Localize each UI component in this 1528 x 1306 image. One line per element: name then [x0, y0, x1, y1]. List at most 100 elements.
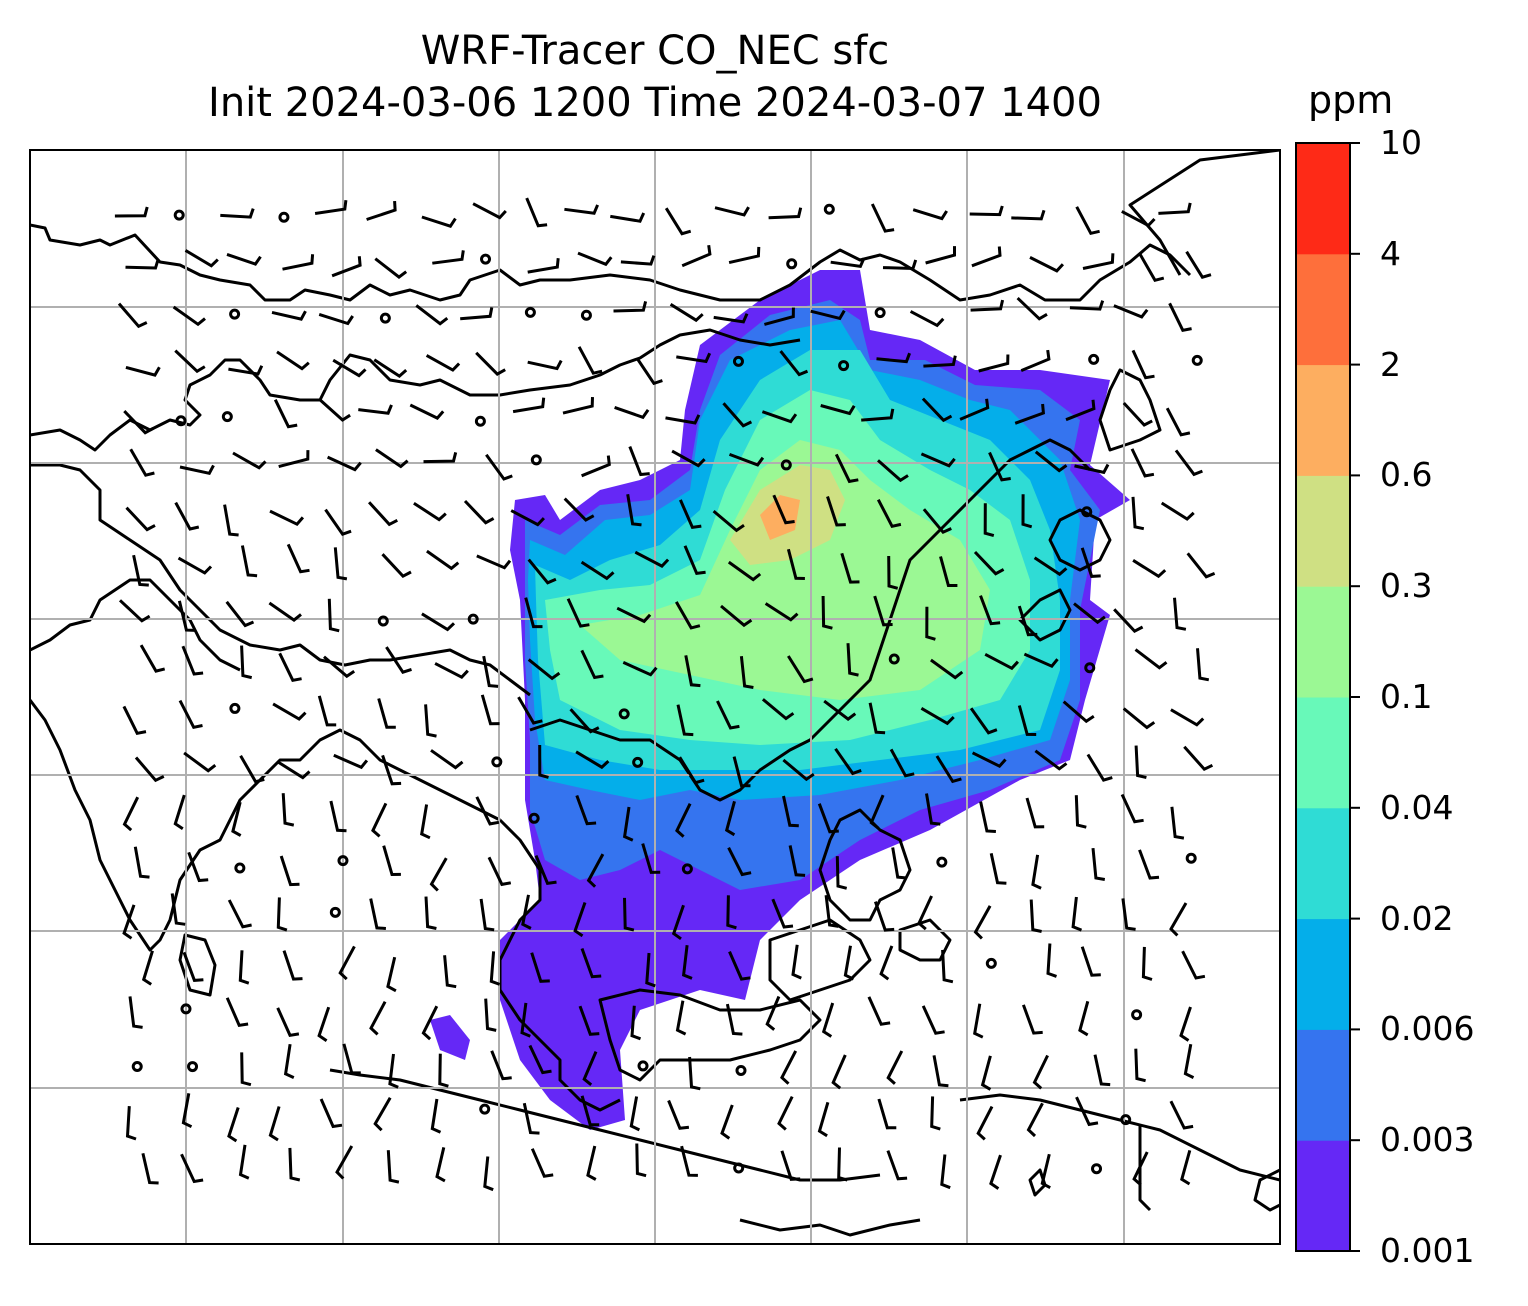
map-frame	[29, 149, 1281, 1245]
wind-barb	[920, 452, 956, 468]
wind-barb	[426, 549, 460, 571]
wind-barb	[273, 399, 298, 429]
map-plot-area	[30, 150, 1280, 1244]
wind-barb	[179, 464, 215, 476]
wind-barb	[720, 604, 753, 628]
wind-barb	[613, 301, 648, 313]
wind-barb	[1169, 1100, 1194, 1130]
wind-barb	[479, 898, 495, 932]
colorbar-tick-label: 0.02	[1380, 898, 1454, 938]
wind-barb	[716, 700, 740, 730]
wind-barb	[645, 952, 656, 988]
wind-barb	[1025, 797, 1045, 829]
wind-barb	[276, 897, 288, 932]
calm-wind-marker	[786, 258, 798, 270]
wind-barb	[510, 509, 545, 527]
wind-barb	[482, 655, 499, 688]
wind-barb	[517, 696, 543, 725]
calm-wind-marker	[1088, 353, 1100, 365]
calm-wind-marker	[234, 862, 246, 874]
wind-barb	[1186, 552, 1216, 579]
wind-barb	[475, 351, 506, 376]
wind-barb	[623, 897, 635, 932]
wind-barb	[573, 902, 587, 938]
wind-barb	[622, 661, 658, 677]
wind-barb	[671, 449, 706, 468]
wind-barb	[373, 1097, 392, 1132]
wind-barb	[483, 1156, 494, 1192]
wind-barb	[225, 600, 255, 628]
wind-barb	[630, 1005, 642, 1041]
wind-barb	[123, 410, 154, 435]
wind-barb	[388, 1053, 399, 1089]
wind-barb	[1078, 1000, 1090, 1037]
calm-wind-marker	[637, 1060, 649, 1072]
wind-barb	[835, 856, 848, 890]
wind-barb	[371, 802, 388, 838]
wind-barb	[1017, 605, 1038, 637]
wind-barb	[421, 215, 457, 228]
wind-barb	[722, 402, 753, 428]
wind-barb	[177, 600, 196, 632]
wind-barb	[939, 556, 958, 587]
wind-barb	[669, 303, 704, 323]
wind-barb	[830, 257, 866, 269]
wind-barb	[375, 448, 409, 469]
calm-wind-marker	[377, 615, 389, 627]
calm-wind-marker	[874, 307, 886, 319]
wind-barb	[971, 246, 1002, 268]
wind-barb	[369, 898, 386, 930]
wind-barb	[680, 1145, 698, 1177]
colorbar-tick-label: 10	[1380, 123, 1422, 162]
wind-barb	[1170, 708, 1205, 727]
wind-barb	[225, 997, 249, 1027]
wind-barb	[1180, 1149, 1192, 1186]
wind-barb	[641, 843, 661, 874]
wind-barb	[528, 1044, 552, 1075]
wind-barb	[724, 800, 736, 837]
wind-barb	[577, 346, 603, 375]
wind-barb	[562, 397, 594, 415]
colorbar-segment	[1296, 918, 1350, 1030]
wind-barb	[238, 1144, 250, 1180]
wind-barb	[476, 554, 512, 570]
colorbar-tick-label: 0.003	[1380, 1120, 1475, 1160]
wind-barb	[369, 1000, 387, 1036]
wind-barb	[846, 643, 859, 677]
wind-barb	[180, 1153, 204, 1184]
wind-barb	[527, 558, 557, 585]
wind-barb	[1131, 349, 1155, 380]
colorbar-segment	[1296, 364, 1350, 476]
wind-barb	[780, 1050, 798, 1085]
wind-barb	[681, 945, 693, 980]
wind-barb	[484, 998, 497, 1032]
wind-barb	[1131, 496, 1145, 531]
wind-barb	[979, 595, 1001, 626]
wind-barb	[1122, 707, 1156, 730]
wind-barb	[382, 845, 401, 877]
wind-barb	[226, 252, 262, 266]
wind-barb	[930, 1096, 941, 1131]
wind-barb	[973, 905, 992, 940]
wind-barb	[420, 804, 431, 840]
wind-barb	[821, 1002, 835, 1038]
wind-barb	[326, 455, 362, 472]
wind-barb	[676, 352, 712, 364]
wind-barb	[1080, 547, 1101, 578]
wind-barb	[777, 1095, 794, 1131]
wind-barb	[616, 606, 652, 624]
wind-barb	[435, 1147, 446, 1183]
wind-barb	[921, 397, 953, 423]
wind-barb	[276, 350, 310, 371]
wind-barb	[671, 904, 685, 941]
wind-barb	[912, 208, 948, 221]
wind-barb	[971, 751, 1007, 769]
wind-barb	[132, 554, 149, 587]
wind-barb	[886, 1150, 908, 1181]
wind-barb	[331, 256, 362, 278]
wind-barb	[1160, 501, 1195, 521]
wind-barb	[732, 756, 751, 788]
calm-wind-marker	[1131, 1009, 1143, 1021]
wind-barb	[1132, 1151, 1149, 1187]
wind-barb	[581, 455, 611, 478]
